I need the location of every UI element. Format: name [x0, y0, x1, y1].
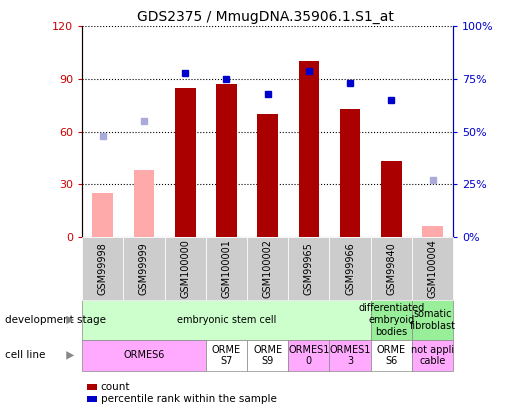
- Bar: [92, 193, 113, 237]
- Bar: [340, 109, 360, 237]
- Bar: [381, 162, 402, 237]
- Bar: [175, 88, 196, 237]
- Text: GSM99966: GSM99966: [345, 242, 355, 295]
- Text: GSM100004: GSM100004: [428, 239, 438, 298]
- Text: GDS2375 / MmugDNA.35906.1.S1_at: GDS2375 / MmugDNA.35906.1.S1_at: [137, 10, 393, 24]
- Text: GSM99998: GSM99998: [98, 242, 108, 295]
- Bar: [134, 170, 154, 237]
- Text: ORMES6: ORMES6: [123, 350, 165, 360]
- Text: ORME
S7: ORME S7: [212, 345, 241, 366]
- Text: GSM99840: GSM99840: [386, 242, 396, 295]
- Text: somatic
fibroblast: somatic fibroblast: [410, 309, 456, 331]
- Text: cell line: cell line: [5, 350, 46, 360]
- Text: GSM100000: GSM100000: [180, 239, 190, 298]
- Bar: [258, 114, 278, 237]
- Text: percentile rank within the sample: percentile rank within the sample: [101, 394, 277, 404]
- Text: development stage: development stage: [5, 315, 107, 325]
- Text: GSM99999: GSM99999: [139, 242, 149, 295]
- Text: GSM99965: GSM99965: [304, 242, 314, 295]
- Text: count: count: [101, 382, 130, 392]
- Text: ORMES1
0: ORMES1 0: [288, 345, 330, 366]
- Text: ORME
S6: ORME S6: [377, 345, 406, 366]
- Bar: [298, 62, 319, 237]
- Text: GSM100001: GSM100001: [222, 239, 232, 298]
- Text: ORMES1
3: ORMES1 3: [330, 345, 371, 366]
- Bar: [422, 226, 443, 237]
- Text: differentiated
embryoid
bodies: differentiated embryoid bodies: [358, 303, 425, 337]
- Text: embryonic stem cell: embryonic stem cell: [176, 315, 276, 325]
- Bar: [216, 84, 237, 237]
- Text: ORME
S9: ORME S9: [253, 345, 282, 366]
- Text: GSM100002: GSM100002: [263, 239, 272, 298]
- Text: not appli
cable: not appli cable: [411, 345, 454, 366]
